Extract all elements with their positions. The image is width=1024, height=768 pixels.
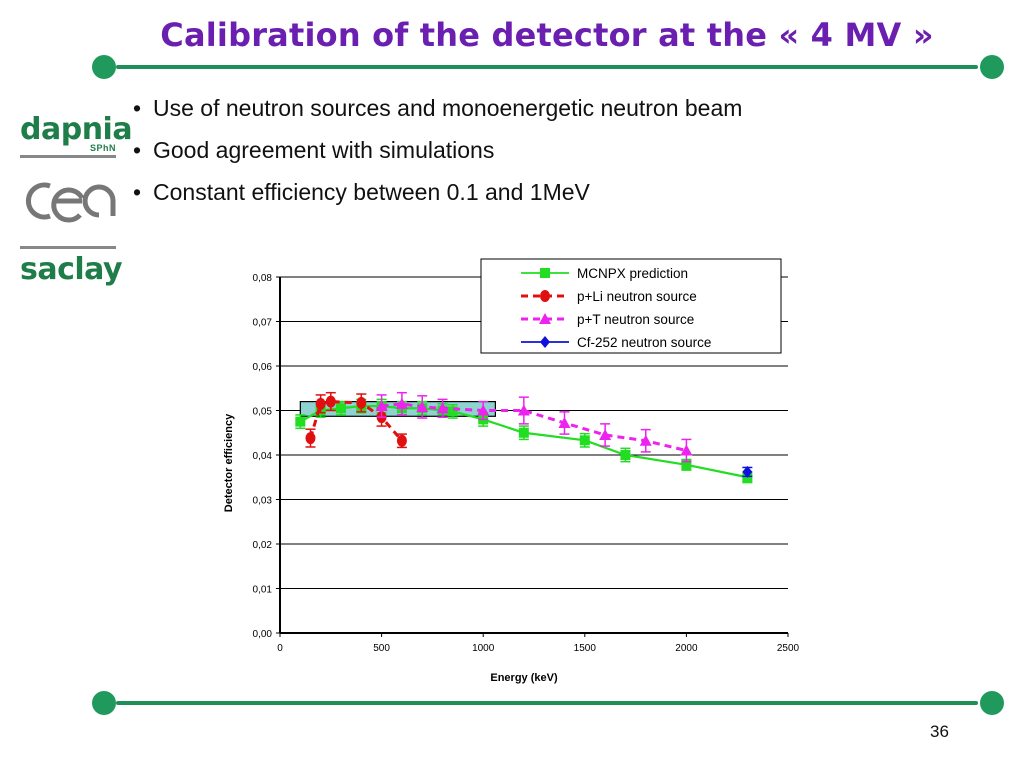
x-tick-label: 0 [277,643,283,654]
legend-label: Cf-252 neutron source [577,335,711,350]
legend-box [480,258,782,354]
data-point [416,400,429,412]
y-tick-label: 0,08 [253,273,273,284]
logo-separator [20,246,116,249]
bullet-text: Constant efficiency between 0.1 and 1MeV [153,179,590,205]
data-point [620,450,631,460]
bullet-item: • Good agreement with simulations [133,137,495,163]
data-point [558,416,571,428]
top-right-rule-dot [980,55,1004,79]
y-tick-label: 0,04 [253,451,273,462]
data-point [680,444,693,456]
y-tick-label: 0,02 [253,540,273,551]
page-number: 36 [930,722,949,741]
data-point [325,395,336,408]
data-point [447,406,458,417]
x-tick-label: 1000 [472,643,495,654]
cea-logo [26,182,116,223]
legend-label: MCNPX prediction [577,266,688,281]
sphn-label: SPhN [90,143,117,153]
data-point [517,404,530,416]
legend-swatch-marker [540,268,550,278]
legend-swatch-marker [540,336,550,348]
bottom-left-rule-dot [92,691,116,715]
data-point [395,397,408,409]
y-tick-label: 0,00 [253,629,273,640]
efficiency-chart: 0,00 0,01 0,02 0,03 0,04 0,05 0,06 0,07 0,08 0 500… [223,258,800,684]
x-tick-label: 1500 [574,643,597,654]
data-point [579,435,590,446]
bullet-item: • Use of neutron sources and monoenergeti… [133,95,743,121]
data-point [356,396,367,409]
bullet-text: Good agreement with simulations [153,137,495,163]
y-axis-label: Detector efficiency [223,413,235,512]
bottom-right-rule-dot [980,691,1004,715]
data-point [477,404,490,416]
series-2 [375,391,693,463]
legend-label: p+T neutron source [577,312,694,327]
series-1 [305,391,407,449]
x-tick-label: 2000 [675,643,698,654]
bullet-item: • Constant efficiency between 0.1 and 1Me… [133,179,590,205]
data-point [518,427,529,438]
bottom-rule [116,701,978,705]
data-point [305,432,316,445]
y-tick-label: 0,03 [253,496,273,507]
data-point [315,397,326,410]
logo-separator [20,155,116,158]
data-point [681,459,692,470]
x-tick-label: 2500 [777,643,800,654]
slide-title: Calibration of the detector at the « 4 M… [160,16,934,54]
series-3 [742,465,753,478]
data-point [396,434,407,447]
legend-swatch-marker [539,313,551,324]
series-line [309,400,404,442]
bullet-list: • Use of neutron sources and monoenergeti… [133,92,742,218]
y-tick-label: 0,01 [253,585,273,596]
series-line [381,402,687,453]
data-point [742,465,753,478]
y-tick-label: 0,06 [253,362,273,373]
dapnia-logo: dapnia [20,112,133,147]
legend-label: p+Li neutron source [577,289,697,304]
data-point [335,403,346,414]
top-rule [116,65,978,69]
saclay-logo: saclay [20,252,123,287]
x-axis-label: Energy (keV) [490,672,558,684]
data-point [599,428,612,440]
y-tick-label: 0,05 [253,407,273,418]
data-point [375,400,388,412]
bullet-text: Use of neutron sources and monoenergetic… [153,95,743,121]
data-point [295,416,306,427]
top-left-rule-dot [92,55,116,79]
y-tick-label: 0,07 [253,318,273,329]
legend-swatch-marker [540,290,550,302]
data-point [436,402,449,414]
x-tick-label: 500 [373,643,390,654]
data-point [639,434,652,446]
